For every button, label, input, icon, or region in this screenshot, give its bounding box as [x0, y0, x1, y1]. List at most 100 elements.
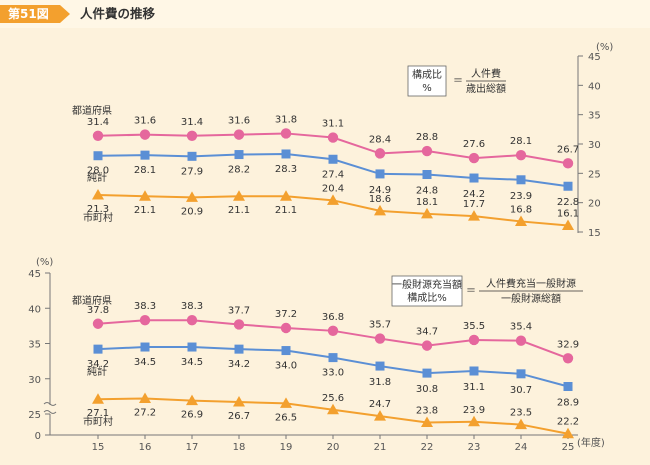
- lower-label-prefecture-23: 35.5: [463, 321, 485, 332]
- upper-label-municipal-15: 21.3: [87, 204, 109, 215]
- upper-marker-municipal-24: [515, 215, 527, 226]
- lower-marker-prefecture-18: [233, 319, 245, 330]
- upper-marker-municipal-21: [374, 204, 386, 216]
- lower-marker-municipal-15: [92, 393, 104, 404]
- lower-axis-break: [43, 402, 57, 414]
- lower-marker-prefecture-20: [327, 325, 339, 337]
- lower-marker-prefecture-24: [515, 335, 527, 346]
- lower-formula-box: [391, 275, 463, 307]
- lower-x-ticks: 15 16 17 18 19 20 21 22 23 24 25: [92, 435, 575, 453]
- lower-formula-equals: ＝: [466, 286, 476, 297]
- lower-ytick-0: 0: [35, 431, 41, 442]
- figure-number-badge: [0, 5, 70, 23]
- lower-marker-total-21: [375, 361, 385, 371]
- lower-ytick-40: 40: [28, 304, 41, 315]
- lower-marker-municipal-24: [515, 418, 527, 430]
- upper-label-total-21: 24.9: [369, 185, 391, 196]
- upper-marker-total-24: [516, 175, 526, 185]
- upper-ytick-40: 40: [588, 81, 601, 92]
- lower-xtick-24: 24: [515, 442, 528, 453]
- lower-marker-total-17: [187, 342, 197, 352]
- lower-xtick-22: 22: [421, 442, 434, 453]
- lower-xtick-18: 18: [233, 442, 246, 453]
- lower-marker-total-18: [234, 344, 244, 354]
- lower-xtick-16: 16: [139, 442, 152, 453]
- lower-label-prefecture-16: 38.3: [134, 301, 156, 312]
- lower-label-municipal-15: 27.1: [87, 408, 109, 419]
- lower-marker-total-16: [140, 342, 150, 352]
- lower-label-prefecture-22: 34.7: [416, 327, 438, 338]
- upper-marker-municipal-16: [139, 190, 151, 201]
- lower-label-prefecture-21: 35.7: [369, 320, 391, 331]
- lower-xtick-21: 21: [374, 442, 387, 453]
- upper-data-labels: 31.4 31.6 31.4 31.6 31.8 31.1 28.4 28.8 27.6 28.1…: [87, 114, 579, 219]
- lower-label-municipal-18: 26.7: [228, 411, 250, 422]
- lower-label-municipal-19: 26.5: [275, 412, 297, 423]
- upper-formula-lhs-line2: %: [422, 83, 432, 94]
- lower-x-unit-label: (年度): [577, 436, 605, 449]
- lower-label-prefecture-19: 37.2: [275, 309, 297, 320]
- upper-marker-municipal-15: [92, 189, 104, 200]
- upper-marker-prefecture-22: [421, 145, 433, 157]
- lower-label-prefecture-25: 32.9: [557, 339, 579, 350]
- lower-ytick-45: 45: [28, 269, 41, 280]
- figure-title: 人件費の推移: [80, 6, 156, 21]
- upper-marker-prefecture-17: [186, 130, 198, 141]
- upper-label-prefecture-21: 28.4: [369, 134, 391, 145]
- upper-formula-numerator: 人件費: [471, 67, 501, 80]
- lower-label-prefecture-20: 36.8: [322, 312, 344, 323]
- upper-label-total-15: 28.0: [87, 166, 109, 177]
- lower-marker-municipal-21: [374, 410, 386, 421]
- upper-label-prefecture-18: 31.6: [228, 116, 250, 127]
- lower-marker-prefecture-25: [562, 353, 574, 364]
- lower-data-labels: 37.8 38.3 38.3 37.7 37.2 36.8 35.7 34.7 35.5 35.4…: [87, 301, 579, 428]
- lower-label-total-22: 30.8: [416, 384, 438, 395]
- lower-marker-municipal-16: [139, 392, 151, 403]
- lower-ytick-30: 30: [28, 375, 41, 386]
- upper-marker-total-15: [93, 151, 103, 161]
- upper-label-municipal-24: 16.8: [510, 204, 532, 215]
- lower-ytick-25: 25: [28, 410, 41, 421]
- upper-marker-municipal-20: [327, 194, 339, 205]
- upper-label-total-17: 27.9: [181, 166, 203, 177]
- upper-label-prefecture-23: 27.6: [463, 139, 485, 150]
- lower-formula-lhs-line1: 一般財源充当額: [392, 278, 462, 291]
- upper-series-markers: [92, 128, 574, 231]
- upper-marker-total-17: [187, 151, 197, 161]
- upper-ytick-25: 25: [588, 169, 601, 180]
- lower-label-total-19: 34.0: [275, 361, 297, 372]
- lower-y-ticks: 0 25 30 35 40 45: [28, 269, 50, 442]
- lower-label-municipal-17: 26.9: [181, 410, 203, 421]
- upper-y-ticks: 15 20 25 30 35 40 45: [578, 52, 601, 239]
- upper-marker-prefecture-16: [139, 129, 151, 140]
- upper-label-total-18: 28.2: [228, 165, 250, 176]
- upper-marker-prefecture-25: [562, 158, 574, 169]
- upper-marker-prefecture-23: [468, 152, 480, 164]
- upper-unit-label: (%): [596, 42, 613, 53]
- upper-ytick-30: 30: [588, 140, 601, 151]
- upper-chart: (%) 15 20 25 30 35 40 45 構成比 % ＝ 人件費 歳出総額 31.4…: [72, 42, 613, 239]
- figure-number: 第51図: [8, 7, 49, 21]
- upper-marker-total-18: [234, 150, 244, 160]
- lower-label-total-18: 34.2: [228, 359, 250, 370]
- lower-label-total-15: 34.2: [87, 359, 109, 370]
- lower-label-total-21: 31.8: [369, 377, 391, 388]
- lower-marker-municipal-19: [280, 397, 292, 408]
- upper-marker-municipal-17: [186, 191, 198, 202]
- lower-formula-denominator: 一般財源総額: [501, 292, 561, 305]
- lower-formula-numerator: 人件費充当一般財源: [486, 277, 576, 290]
- lower-marker-municipal-25: [562, 427, 574, 439]
- lower-marker-prefecture-17: [186, 315, 198, 326]
- upper-ytick-20: 20: [588, 199, 601, 210]
- upper-marker-prefecture-18: [233, 129, 245, 140]
- upper-ytick-35: 35: [588, 111, 601, 122]
- lower-label-total-17: 34.5: [181, 357, 203, 368]
- upper-label-municipal-20: 20.4: [322, 183, 344, 194]
- lower-marker-municipal-20: [327, 403, 339, 415]
- upper-marker-prefecture-19: [280, 128, 292, 139]
- lower-xtick-25: 25: [562, 442, 575, 453]
- upper-ytick-15: 15: [588, 228, 601, 239]
- upper-label-municipal-19: 21.1: [275, 205, 297, 216]
